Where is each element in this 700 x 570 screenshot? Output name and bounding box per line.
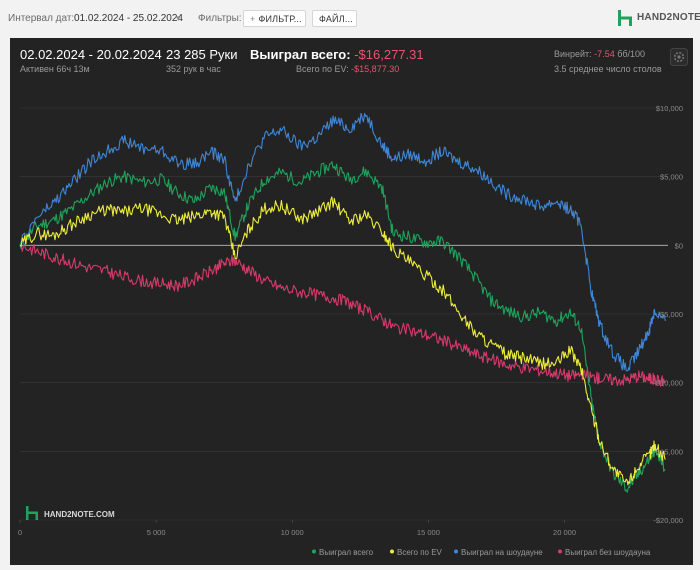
total-won-value: -$16,277.31 — [354, 47, 424, 62]
filter-button-label: ФИЛЬТР... — [258, 14, 302, 24]
filters-label: Фильтры: — [198, 13, 242, 24]
gear-icon[interactable] — [670, 48, 688, 66]
series-line-ev — [19, 196, 666, 486]
file-button[interactable]: ФАЙЛ... — [312, 10, 357, 27]
x-tick-label: 10 000 — [281, 528, 304, 537]
winrate-label: Винрейт: — [554, 49, 592, 59]
legend-item-won: Выиграл всего — [312, 548, 374, 557]
legend-marker — [312, 549, 316, 554]
watermark: HAND2NOTE.COM — [26, 506, 115, 520]
legend-label: Выиграл без шоудауна — [565, 548, 651, 557]
hand2note-logo-icon — [618, 10, 632, 26]
legend-marker — [390, 549, 394, 554]
legend-marker — [558, 549, 562, 554]
date-range-title: 02.02.2024 - 20.02.2024 — [20, 47, 162, 62]
y-tick-label: -$20,000 — [653, 516, 683, 525]
brand-logo: HAND2NOTE — [618, 10, 700, 26]
winrate-value: -7.54 — [594, 49, 615, 59]
legend-item-ev: Всего по EV — [390, 548, 443, 557]
top-toolbar: Интервал дат: 01.02.2024 - 25.02.2024 ▾ … — [0, 0, 700, 38]
average-tables: 3.5 среднее число столов — [554, 64, 662, 74]
watermark-text: HAND2NOTE.COM — [44, 510, 115, 519]
legend-marker — [454, 549, 458, 554]
y-tick-label: $0 — [675, 241, 683, 250]
watermark-logo-icon — [26, 506, 38, 520]
y-tick-label: $5,000 — [660, 173, 683, 182]
y-tick-label: -$15,000 — [653, 447, 683, 456]
axis-layer: $10,000 $5,000 $0 -$5,000 -$10,000 -$15,000 -$… — [18, 104, 683, 537]
legend: Выиграл всего Всего по EV Выиграл на шоуда… — [312, 548, 651, 557]
legend-item-non-showdown: Выиграл без шоудауна — [558, 548, 651, 557]
total-won: Выиграл всего: -$16,277.31 — [250, 47, 424, 62]
active-time: Активен 66ч 13м — [20, 64, 90, 74]
legend-label: Выиграл всего — [319, 548, 374, 557]
series-line-showdown — [19, 112, 666, 372]
graph-panel — [10, 38, 693, 565]
hands-per-hour: 352 рук в час — [166, 64, 221, 74]
chevron-down-icon[interactable]: ▾ — [176, 13, 181, 23]
series-line-non-showdown — [19, 243, 666, 387]
total-won-label: Выиграл всего: — [250, 47, 351, 62]
x-tick-label: 5 000 — [147, 528, 166, 537]
x-tick-label: 15 000 — [417, 528, 440, 537]
legend-item-showdown: Выиграл на шоудауне — [454, 548, 543, 557]
date-range-select[interactable]: 01.02.2024 - 25.02.2024 — [74, 13, 183, 24]
total-ev-value: -$15,877.30 — [351, 64, 400, 74]
y-tick-label: $10,000 — [656, 104, 683, 113]
series-layer — [19, 112, 666, 493]
legend-label: Всего по EV — [397, 548, 443, 557]
hands-count: 23 285 Руки — [166, 47, 238, 62]
file-button-label: ФАЙЛ... — [319, 14, 353, 24]
grid-layer — [19, 107, 668, 523]
interval-label: Интервал дат: — [8, 13, 75, 24]
total-ev-label: Всего по EV: — [296, 64, 349, 74]
legend-label: Выиграл на шоудауне — [461, 548, 543, 557]
total-ev: Всего по EV: -$15,877.30 — [296, 64, 399, 74]
series-line-won — [19, 161, 666, 493]
y-tick-label: -$10,000 — [653, 379, 683, 388]
x-tick-label: 0 — [18, 528, 22, 537]
filter-button[interactable]: + ФИЛЬТР... — [243, 10, 306, 27]
plus-icon: + — [250, 14, 256, 24]
brand-name: HAND2NOTE — [637, 12, 700, 23]
winrate-unit: бб/100 — [617, 49, 646, 59]
y-tick-label: -$5,000 — [658, 310, 683, 319]
x-tick-label: 20 000 — [553, 528, 576, 537]
winrate: Винрейт: -7.54 бб/100 — [554, 49, 645, 59]
